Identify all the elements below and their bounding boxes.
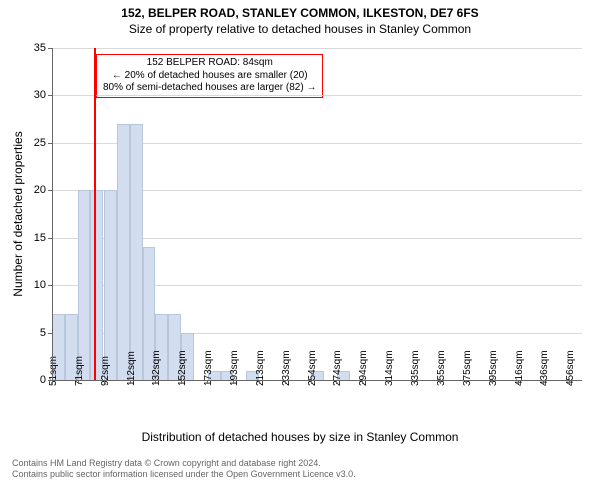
- marker-annotation: 152 BELPER ROAD: 84sqm ← 20% of detached…: [96, 54, 323, 98]
- attribution-text: Contains HM Land Registry data © Crown c…: [12, 458, 356, 481]
- chart-title: 152, BELPER ROAD, STANLEY COMMON, ILKEST…: [0, 0, 600, 20]
- x-tick-label: 51sqm: [48, 356, 59, 386]
- histogram-bar: [78, 190, 91, 380]
- annotation-line1: 152 BELPER ROAD: 84sqm: [103, 57, 316, 70]
- histogram-bar: [117, 124, 130, 380]
- y-axis-label: Number of detached properties: [11, 131, 25, 296]
- annotation-line2: ← 20% of detached houses are smaller (20…: [103, 70, 316, 83]
- y-axis-line: [52, 48, 53, 380]
- attribution-line1: Contains HM Land Registry data © Crown c…: [12, 458, 356, 469]
- histogram-bar: [104, 190, 117, 380]
- x-tick-label: 92sqm: [100, 356, 111, 386]
- plot-area: 152 BELPER ROAD: 84sqm ← 20% of detached…: [52, 48, 582, 380]
- x-axis-line: [52, 380, 582, 381]
- chart-container: 152, BELPER ROAD, STANLEY COMMON, ILKEST…: [0, 0, 600, 500]
- grid-line: [52, 48, 582, 49]
- annotation-line3: 80% of semi-detached houses are larger (…: [103, 82, 316, 95]
- histogram-bar: [90, 190, 103, 380]
- chart-subtitle: Size of property relative to detached ho…: [0, 20, 600, 36]
- grid-line: [52, 95, 582, 96]
- x-tick-label: 71sqm: [74, 356, 85, 386]
- attribution-line2: Contains public sector information licen…: [12, 469, 356, 480]
- reference-marker-line: [94, 48, 96, 380]
- x-axis-label: Distribution of detached houses by size …: [142, 430, 459, 444]
- histogram-bar: [130, 124, 143, 380]
